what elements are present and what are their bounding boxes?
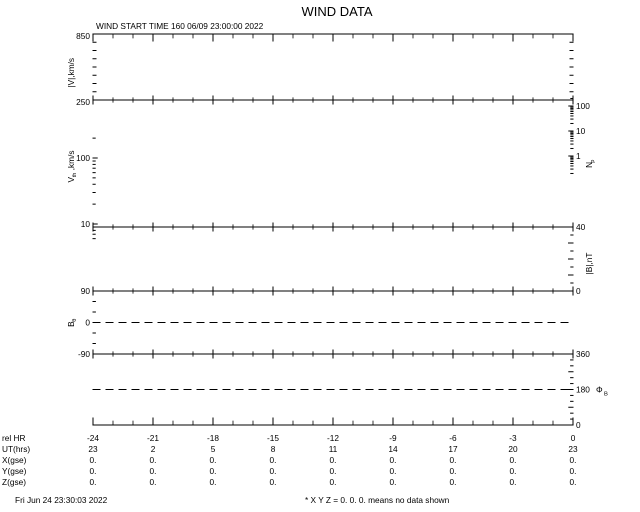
svg-text:180: 180 xyxy=(576,385,590,395)
svg-text:-21: -21 xyxy=(147,433,159,443)
svg-text:23: 23 xyxy=(568,444,578,454)
svg-text:UT(hrs): UT(hrs) xyxy=(2,444,30,454)
svg-text:0.: 0. xyxy=(450,466,457,476)
svg-text:th: th xyxy=(72,173,78,178)
svg-text:0.: 0. xyxy=(330,466,337,476)
svg-text:0.: 0. xyxy=(450,455,457,465)
svg-text:,km/s: ,km/s xyxy=(66,150,76,170)
svg-text:0.: 0. xyxy=(390,477,397,487)
svg-text:-18: -18 xyxy=(207,433,219,443)
svg-text:1: 1 xyxy=(576,151,581,161)
svg-text:0.: 0. xyxy=(390,466,397,476)
svg-text:0.: 0. xyxy=(570,455,577,465)
svg-text:2: 2 xyxy=(151,444,156,454)
svg-text:0.: 0. xyxy=(270,455,277,465)
svg-text:θ: θ xyxy=(72,319,78,322)
svg-text:0.: 0. xyxy=(90,455,97,465)
svg-text:0.: 0. xyxy=(330,477,337,487)
svg-text:0: 0 xyxy=(576,420,581,430)
svg-text:10: 10 xyxy=(576,126,586,136)
svg-text:-3: -3 xyxy=(509,433,517,443)
svg-text:0.: 0. xyxy=(150,477,157,487)
svg-text:-12: -12 xyxy=(327,433,339,443)
svg-text:0: 0 xyxy=(576,286,581,296)
svg-text:11: 11 xyxy=(329,444,338,454)
svg-text:17: 17 xyxy=(448,444,458,454)
svg-text:20: 20 xyxy=(508,444,518,454)
svg-text:5: 5 xyxy=(211,444,216,454)
svg-text:Fri Jun 24 23:30:03 2022: Fri Jun 24 23:30:03 2022 xyxy=(15,495,108,505)
svg-text:0.: 0. xyxy=(450,477,457,487)
svg-text:X(gse): X(gse) xyxy=(2,455,27,465)
svg-text:WIND DATA: WIND DATA xyxy=(301,4,372,19)
svg-text:-9: -9 xyxy=(389,433,397,443)
svg-text:0.: 0. xyxy=(510,455,517,465)
svg-text:100: 100 xyxy=(76,153,90,163)
svg-text:rel HR: rel HR xyxy=(2,433,26,443)
svg-text:0.: 0. xyxy=(150,466,157,476)
svg-text:0.: 0. xyxy=(390,455,397,465)
svg-text:0.: 0. xyxy=(210,455,217,465)
svg-text:0.: 0. xyxy=(570,466,577,476)
svg-text:0.: 0. xyxy=(510,477,517,487)
svg-text:0.: 0. xyxy=(90,466,97,476)
svg-text:-6: -6 xyxy=(449,433,457,443)
svg-text:90: 90 xyxy=(81,286,91,296)
svg-text:850: 850 xyxy=(76,31,90,41)
svg-text:Φ: Φ xyxy=(596,385,603,395)
svg-text:10: 10 xyxy=(81,219,91,229)
svg-text:0.: 0. xyxy=(210,466,217,476)
svg-text:|B|,nT: |B|,nT xyxy=(584,253,594,275)
svg-text:WIND START TIME 160 06/09 23:0: WIND START TIME 160 06/09 23:00:00 2022 xyxy=(96,21,264,31)
svg-text:0.: 0. xyxy=(270,466,277,476)
svg-text:Y(gse): Y(gse) xyxy=(2,466,27,476)
svg-text:-24: -24 xyxy=(87,433,99,443)
svg-text:* X Y Z = 0. 0. 0. means no da: * X Y Z = 0. 0. 0. means no data shown xyxy=(305,495,450,505)
svg-text:0.: 0. xyxy=(510,466,517,476)
svg-text:B: B xyxy=(604,392,608,398)
svg-text:360: 360 xyxy=(576,349,590,359)
svg-text:40: 40 xyxy=(576,222,586,232)
svg-text:23: 23 xyxy=(88,444,98,454)
svg-text:-90: -90 xyxy=(78,349,90,359)
svg-text:0.: 0. xyxy=(150,455,157,465)
svg-text:0.: 0. xyxy=(90,477,97,487)
svg-text:p: p xyxy=(590,160,596,163)
svg-text:14: 14 xyxy=(388,444,398,454)
svg-text:0.: 0. xyxy=(270,477,277,487)
svg-text:250: 250 xyxy=(76,97,90,107)
svg-text:0.: 0. xyxy=(570,477,577,487)
svg-text:0.: 0. xyxy=(330,455,337,465)
svg-text:0.: 0. xyxy=(210,477,217,487)
svg-text:Z(gse): Z(gse) xyxy=(2,477,26,487)
svg-text:100: 100 xyxy=(576,101,590,111)
svg-text:|V|,km/s: |V|,km/s xyxy=(66,58,76,88)
svg-text:-15: -15 xyxy=(267,433,279,443)
svg-text:8: 8 xyxy=(271,444,276,454)
svg-text:0: 0 xyxy=(571,433,576,443)
svg-text:0: 0 xyxy=(85,318,90,328)
